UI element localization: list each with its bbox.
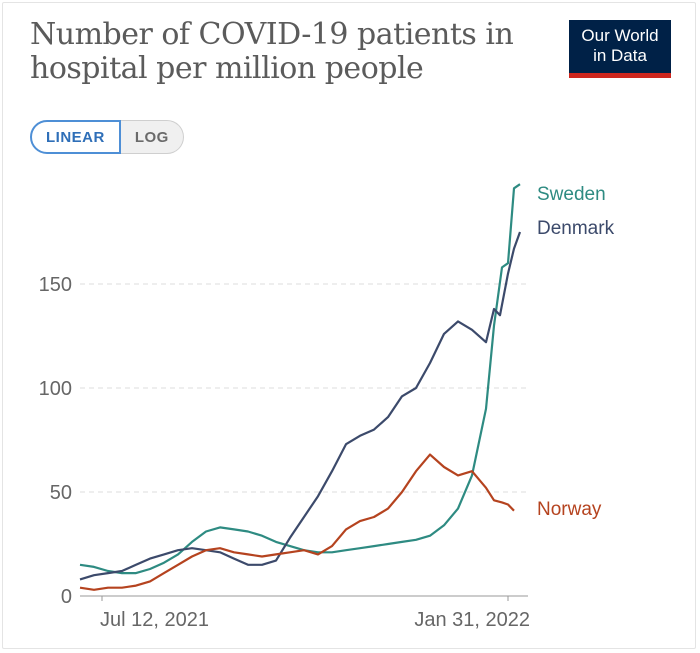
x-tick-label-1: Jan 31, 2022 xyxy=(414,609,530,631)
y-tick-label-100: 100 xyxy=(39,378,72,400)
logo-line1: Our World xyxy=(581,26,659,45)
our-world-in-data-logo[interactable]: Our World in Data xyxy=(569,20,671,78)
linear-scale-button[interactable]: LINEAR xyxy=(30,120,121,154)
log-scale-button[interactable]: LOG xyxy=(120,120,184,154)
chart-title-line1: Number of COVID-19 patients in xyxy=(30,17,514,52)
series-label-norway: Norway xyxy=(537,499,602,520)
series-label-denmark: Denmark xyxy=(537,218,615,239)
series-label-sweden: Sweden xyxy=(537,184,606,205)
series-line-sweden xyxy=(79,183,521,575)
logo-accent-bar xyxy=(569,73,671,78)
y-tick-label-150: 150 xyxy=(39,274,72,296)
y-tick-label-50: 50 xyxy=(50,482,72,504)
logo-line2: in Data xyxy=(593,46,647,65)
series-line-norway xyxy=(79,453,515,591)
x-tick-label-0: Jul 12, 2021 xyxy=(100,609,209,631)
chart-title: Number of COVID-19 patients in hospital … xyxy=(30,18,550,86)
y-tick-label-0: 0 xyxy=(61,586,72,608)
series-line-denmark xyxy=(79,231,522,581)
scale-toggle: LINEAR LOG xyxy=(30,120,184,154)
chart-title-line2: hospital per million people xyxy=(30,51,424,86)
